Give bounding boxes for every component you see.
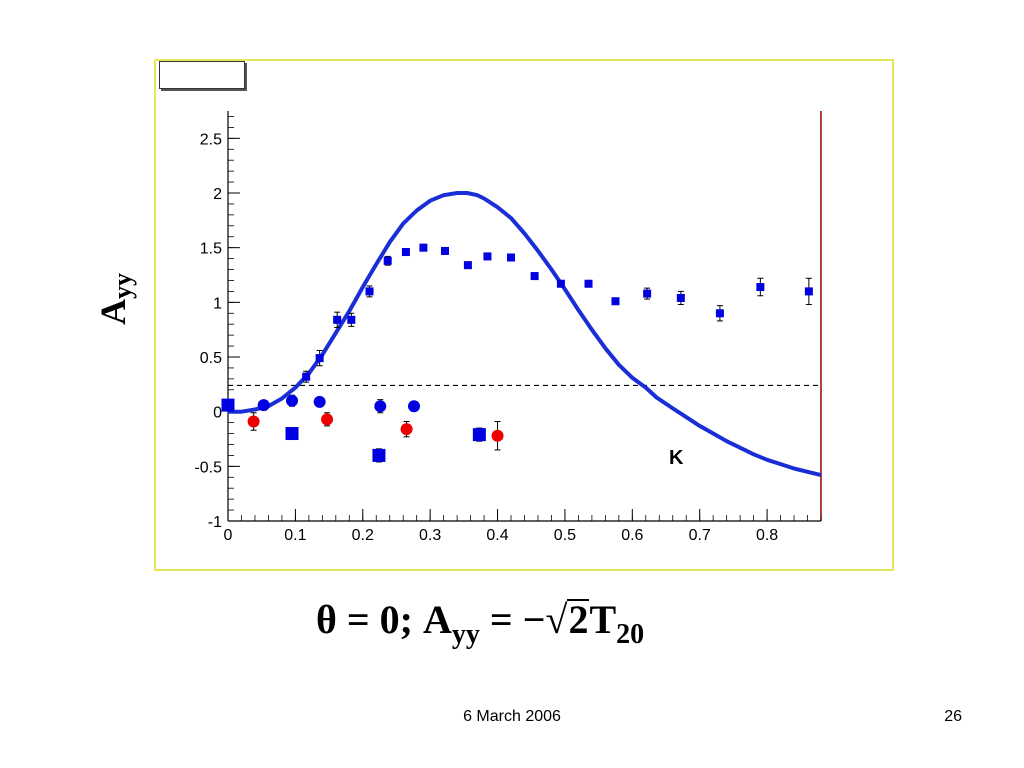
y-tick-label: 1.5 [200, 241, 222, 258]
data-point [676, 293, 685, 302]
data-point [556, 279, 565, 288]
data-point [302, 372, 311, 381]
page-number: 26 [944, 708, 962, 725]
x-tick-label: 0.7 [689, 527, 711, 544]
data-point [286, 394, 299, 407]
data-point [483, 252, 492, 261]
y-tick-label: 2 [213, 186, 222, 203]
data-point [715, 309, 724, 318]
data-point [401, 248, 410, 257]
data-point [321, 413, 334, 426]
data-point [221, 398, 235, 412]
curve-line [228, 191, 822, 478]
data-point [372, 448, 386, 462]
x-tick-label: 0.6 [621, 527, 643, 544]
title-box [159, 61, 245, 89]
data-point [257, 399, 270, 412]
data-point [383, 256, 392, 265]
y-tick-label: 0.5 [200, 350, 222, 367]
axes: -1 -0.5 0 0.5 1 1.5 2 2.5 0 0.1 0.2 0.3 0.4 0.5 0.6 0.7… [194, 111, 822, 544]
data-point [643, 289, 652, 298]
annotation-k: K [669, 447, 684, 469]
data-point [285, 427, 299, 441]
x-tick-label: 0.1 [284, 527, 306, 544]
data-point [365, 287, 374, 296]
y-tick-label: 2.5 [200, 131, 222, 148]
data-point [374, 400, 387, 413]
x-tick-label: 0.3 [419, 527, 441, 544]
x-tick-label: 0.2 [352, 527, 374, 544]
data-point [313, 395, 326, 408]
data-point [804, 287, 813, 296]
data-point [507, 253, 516, 262]
theory-curve [228, 191, 822, 478]
data-point [400, 423, 413, 436]
data-point [440, 246, 449, 255]
data-point [530, 272, 539, 281]
x-tick-label: 0.4 [486, 527, 508, 544]
y-tick-label: -0.5 [194, 459, 222, 476]
data-point [472, 428, 486, 442]
y-tick-label: 0 [213, 405, 222, 422]
y-tick-label: -1 [208, 514, 222, 531]
data-point [315, 354, 324, 363]
data-point [584, 279, 593, 288]
x-tick-label: 0.8 [756, 527, 778, 544]
x-tick-label: 0.5 [554, 527, 576, 544]
data-point [611, 297, 620, 306]
data-point [247, 415, 260, 428]
formula: θ = 0; Ayy = −√2T20 [316, 597, 645, 650]
data-points [221, 243, 813, 463]
data-point [463, 261, 472, 270]
plot-frame [154, 59, 894, 571]
data-point [347, 315, 356, 324]
data-point [491, 429, 504, 442]
data-point [333, 315, 342, 324]
data-point [756, 283, 765, 292]
footer-date: 6 March 2006 [463, 708, 561, 725]
x-tick-label: 0 [224, 527, 233, 544]
chart: -1 -0.5 0 0.5 1 1.5 2 2.5 0 0.1 0.2 0.3 0.4 0.5 0.6 0.7… [194, 111, 822, 544]
data-point [419, 243, 428, 252]
data-point [407, 400, 420, 413]
y-tick-label: 1 [213, 295, 222, 312]
